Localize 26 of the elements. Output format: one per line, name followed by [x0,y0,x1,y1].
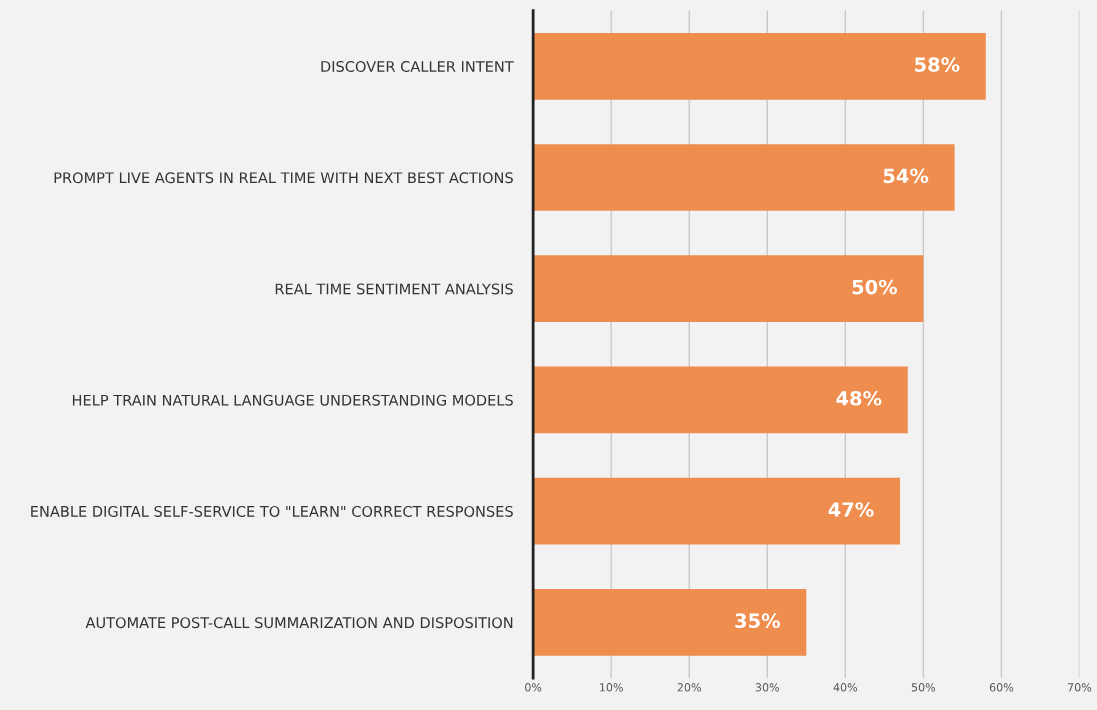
bar [533,477,900,545]
x-tick-label: 20% [677,683,701,692]
data-label: 47% [828,502,874,517]
y-tick-label: AUTOMATE POST-CALL SUMMARIZATION AND DISPOSITION [85,617,513,629]
y-tick-label: PROMPT LIVE AGENTS IN REAL TIME WITH NEXT BEST ACTIONS [54,172,513,184]
x-tick-label: 40% [833,683,858,692]
data-label: 50% [852,279,898,295]
data-label: 35% [735,613,780,629]
x-tick-label: 50% [911,683,936,692]
data-label: 48% [836,390,882,406]
x-tick-label: 10% [600,683,623,692]
x-tick-label: 30% [755,683,780,692]
x-tick-label: 70% [1068,683,1092,692]
bar [533,255,924,323]
y-tick-label: REAL TIME SENTIMENT ANALYSIS [275,283,513,295]
x-tick-label: 60% [989,683,1014,692]
bar [533,32,986,100]
y-tick-label: HELP TRAIN NATURAL LANGUAGE UNDERSTANDING MODELS [72,394,513,406]
y-tick-label: ENABLE DIGITAL SELF-SERVICE TO "LEARN" CORRECT RESPONSES [31,505,513,517]
bar [533,144,955,211]
x-tick-label: 0% [525,683,542,692]
bar [533,366,908,434]
data-label: 58% [915,57,960,72]
y-tick-label: DISCOVER CALLER INTENT [321,60,514,73]
bar [533,589,807,656]
data-label: 54% [883,168,929,184]
